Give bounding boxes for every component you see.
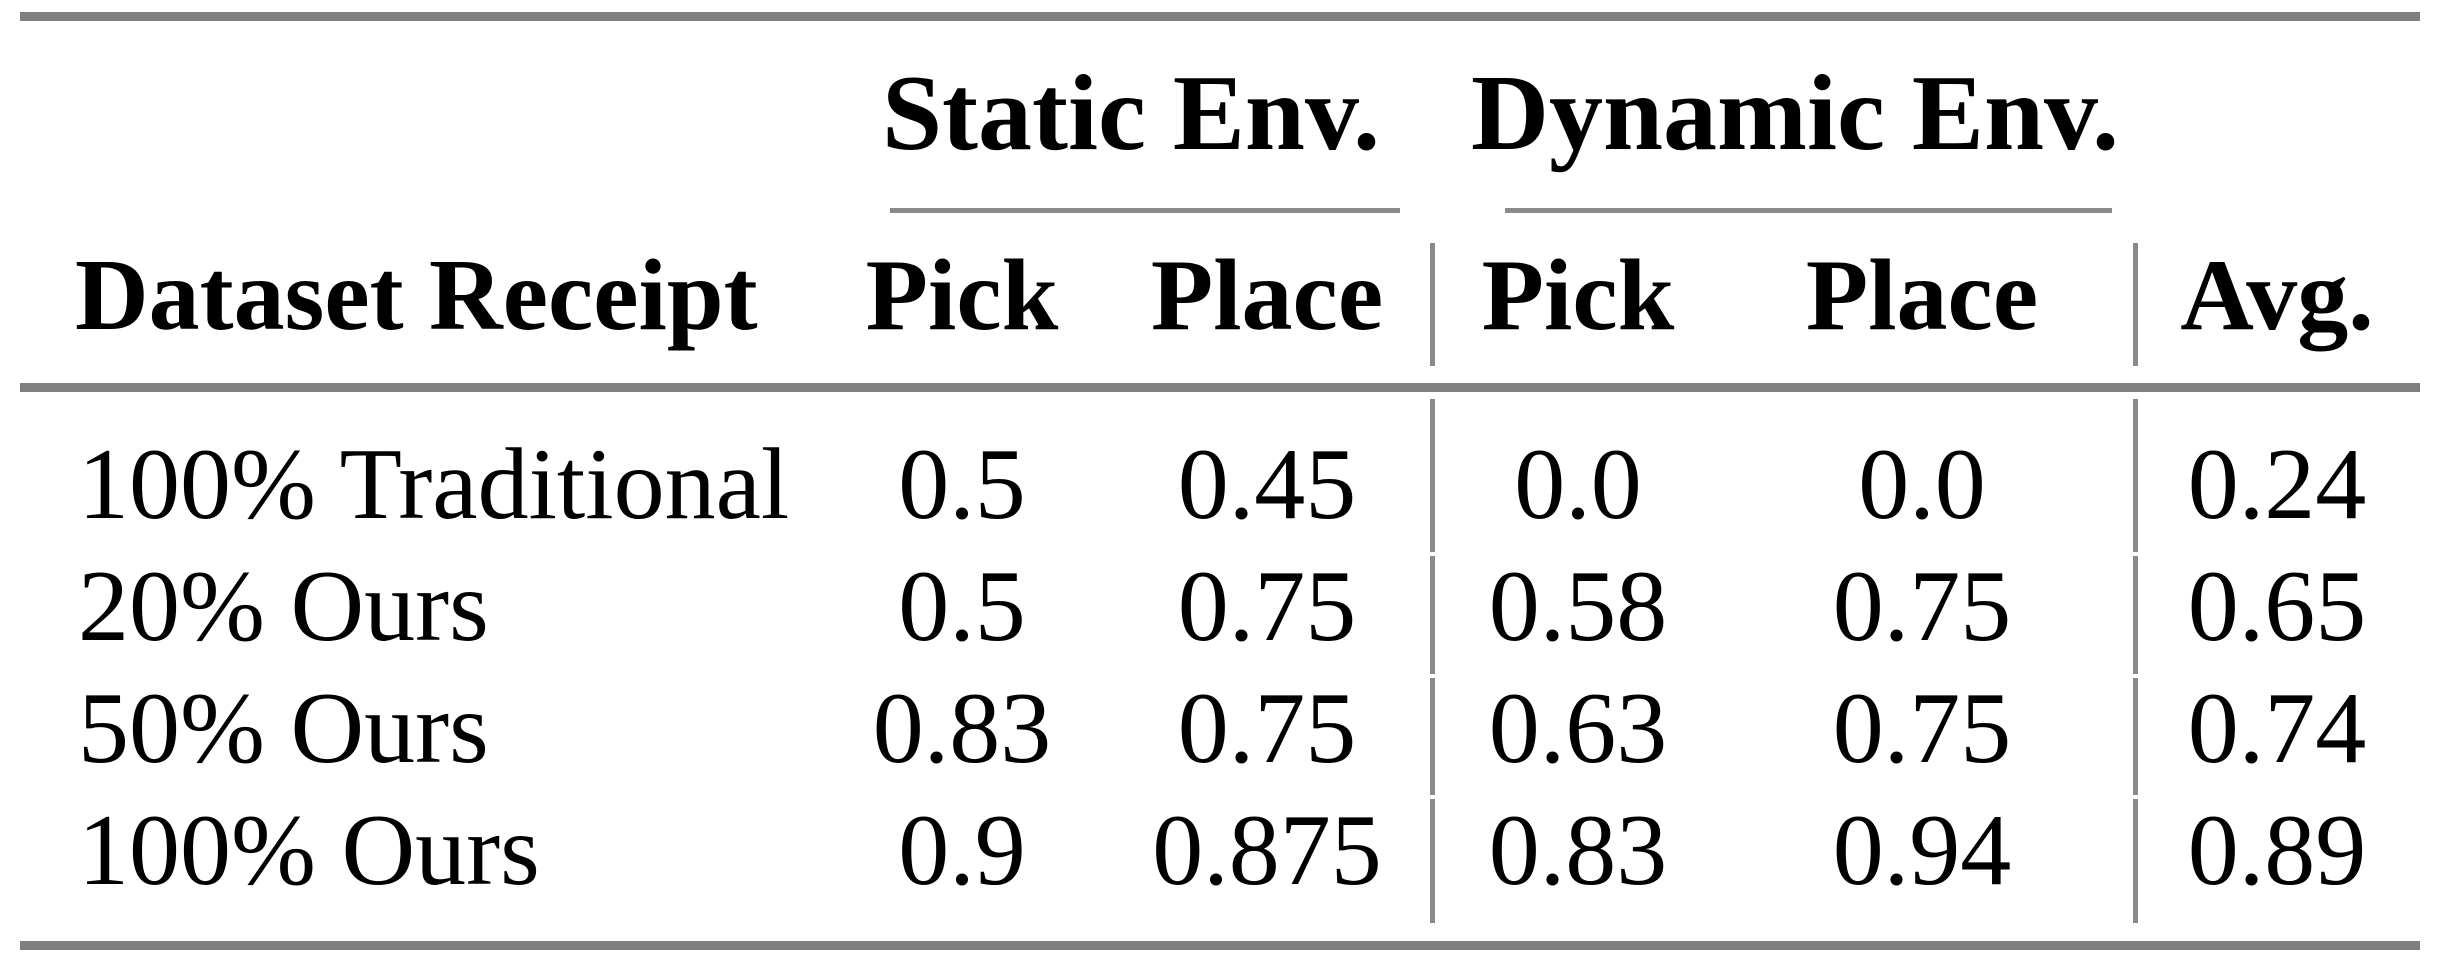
row3-static-place: 0.75 xyxy=(1177,672,1357,785)
header-dynamic-pick: Pick xyxy=(1481,239,1675,352)
row2-static-pick: 0.5 xyxy=(898,550,1026,663)
row4-avg: 0.89 xyxy=(2187,794,2367,907)
header-rule xyxy=(20,383,2420,392)
row2-dataset: 20% Ours xyxy=(78,550,489,663)
static-group-underline xyxy=(890,208,1400,213)
vertical-rule-left-row4 xyxy=(1430,799,1435,923)
row4-static-pick: 0.9 xyxy=(898,794,1026,907)
header-dataset-receipt: Dataset Receipt xyxy=(75,239,758,352)
row2-static-place: 0.75 xyxy=(1177,550,1357,663)
header-dynamic-place: Place xyxy=(1805,239,2039,352)
row1-dynamic-pick: 0.0 xyxy=(1514,428,1642,541)
vertical-rule-right-row4 xyxy=(2133,799,2138,923)
row2-avg: 0.65 xyxy=(2187,550,2367,663)
row1-avg: 0.24 xyxy=(2187,428,2367,541)
bottom-rule xyxy=(20,941,2420,950)
row1-static-place: 0.45 xyxy=(1177,428,1357,541)
vertical-rule-left-row2 xyxy=(1430,556,1435,674)
vertical-rule-left-row1 xyxy=(1430,399,1435,552)
vertical-rule-right-row3 xyxy=(2133,678,2138,795)
row4-dynamic-pick: 0.83 xyxy=(1488,794,1668,907)
row1-dataset: 100% Traditional xyxy=(78,428,790,541)
row3-static-pick: 0.83 xyxy=(872,672,1052,785)
row3-avg: 0.74 xyxy=(2187,672,2367,785)
row3-dataset: 50% Ours xyxy=(78,672,489,785)
vertical-rule-right-row2 xyxy=(2133,556,2138,674)
row1-static-pick: 0.5 xyxy=(898,428,1026,541)
row4-static-place: 0.875 xyxy=(1152,794,1382,907)
column-group-dynamic-label: Dynamic Env. xyxy=(1470,54,2120,173)
row3-dynamic-pick: 0.63 xyxy=(1488,672,1668,785)
vertical-rule-left-header xyxy=(1430,243,1435,366)
row2-dynamic-pick: 0.58 xyxy=(1488,550,1668,663)
header-static-place: Place xyxy=(1150,239,1384,352)
top-rule xyxy=(20,12,2420,21)
row2-dynamic-place: 0.75 xyxy=(1832,550,2012,663)
vertical-rule-right-row1 xyxy=(2133,399,2138,552)
dynamic-group-underline xyxy=(1505,208,2112,213)
column-group-static-label: Static Env. xyxy=(881,54,1381,173)
header-avg: Avg. xyxy=(2180,239,2374,352)
header-static-pick: Pick xyxy=(865,239,1059,352)
row1-dynamic-place: 0.0 xyxy=(1858,428,1986,541)
vertical-rule-left-row3 xyxy=(1430,678,1435,795)
vertical-rule-right-header xyxy=(2133,243,2138,366)
row4-dynamic-place: 0.94 xyxy=(1832,794,2012,907)
row3-dynamic-place: 0.75 xyxy=(1832,672,2012,785)
row4-dataset: 100% Ours xyxy=(78,794,540,907)
